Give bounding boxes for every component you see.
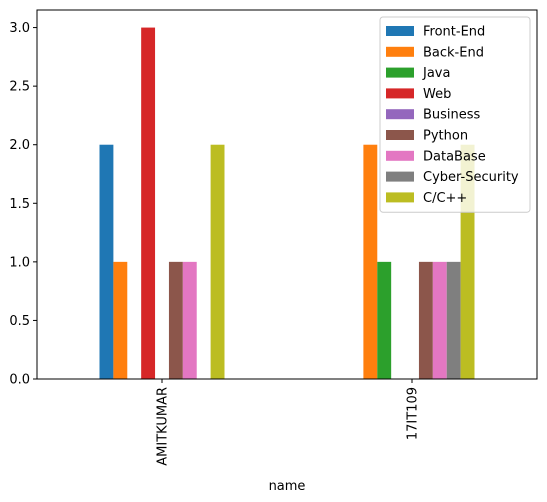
y-tick-label: 1.0 — [9, 255, 30, 270]
legend-label: Python — [423, 129, 468, 144]
x-tick-label: 17IT109 — [406, 387, 421, 440]
y-tick-label: 0.5 — [9, 314, 30, 329]
legend-label: DataBase — [423, 149, 486, 164]
legend-label: Cyber-Security — [423, 170, 519, 185]
legend-swatch — [386, 67, 414, 78]
bars-layer — [99, 27, 475, 379]
bar — [363, 144, 378, 379]
y-tick-label: 0.0 — [9, 373, 30, 388]
legend-swatch — [386, 46, 414, 57]
bar — [141, 27, 156, 379]
legend-swatch — [386, 150, 414, 161]
legend-label: Back-End — [423, 45, 484, 60]
legend-swatch — [386, 26, 414, 36]
bar — [418, 261, 433, 379]
y-tick-label: 2.0 — [9, 138, 30, 153]
legend-swatch — [386, 88, 414, 99]
x-axis-label: name — [269, 479, 306, 494]
legend-swatch — [386, 171, 414, 182]
y-tick-label: 3.0 — [9, 21, 30, 36]
legend-label: C/C++ — [423, 191, 467, 206]
legend-label: Business — [423, 108, 481, 123]
bar — [446, 261, 461, 379]
y-tick-label: 2.5 — [9, 80, 30, 95]
legend-label: Web — [423, 87, 451, 102]
plot-frame — [36, 9, 538, 380]
legend: Front-End Back-End Java Web Business Python Da… — [379, 16, 531, 213]
bar — [182, 261, 197, 379]
legend-box — [379, 16, 531, 213]
legend-label: Front-End — [423, 25, 485, 40]
bar — [168, 261, 183, 379]
legend-swatch — [386, 109, 414, 120]
legend-label: Java — [422, 66, 450, 81]
bar — [377, 261, 392, 379]
x-axis: AMITKUMAR 17IT109 — [156, 379, 421, 466]
bar — [432, 261, 447, 379]
y-tick-label: 1.5 — [9, 197, 30, 212]
legend-swatch — [386, 192, 414, 203]
bar — [210, 144, 225, 379]
bar — [99, 144, 114, 379]
legend-swatch — [386, 130, 414, 140]
bar — [113, 261, 128, 379]
y-axis: 0.0 0.5 1.0 1.5 2.0 2.5 3.0 — [9, 21, 37, 388]
x-tick-label: AMITKUMAR — [156, 387, 171, 466]
